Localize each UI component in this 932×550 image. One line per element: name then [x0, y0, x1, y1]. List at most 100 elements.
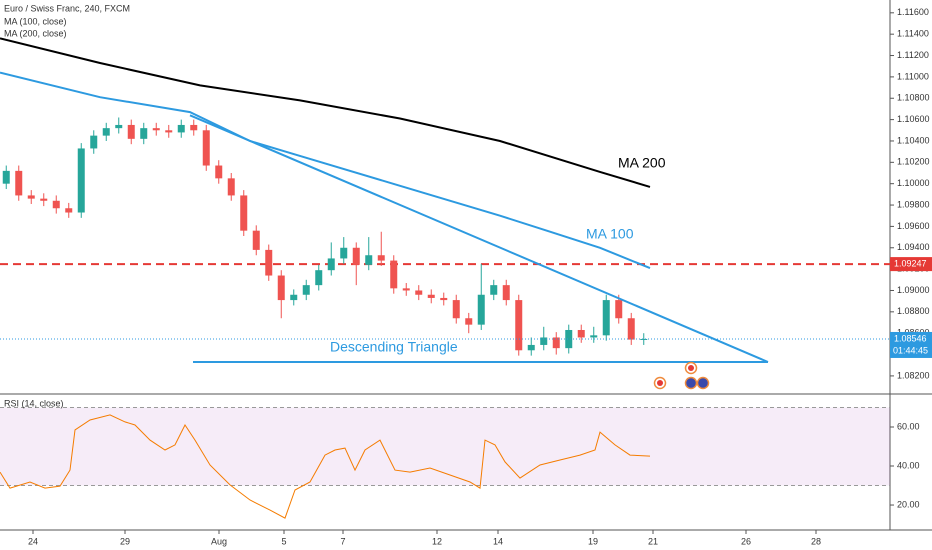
- candle-body: [377, 255, 385, 261]
- candle-body: [527, 344, 535, 351]
- y-tick-label: 1.10400: [897, 135, 930, 145]
- candle-body: [477, 294, 485, 325]
- y-tick-label: 1.09600: [897, 221, 930, 231]
- candle-body: [140, 128, 148, 139]
- rsi-title: RSI (14, close): [4, 398, 64, 408]
- y-tick-label: 1.11400: [897, 29, 929, 39]
- event-icon: [696, 376, 710, 390]
- candle-body: [215, 165, 223, 179]
- chart-title: Euro / Swiss Franc, 240, FXCM: [4, 3, 130, 13]
- candle-body: [265, 249, 273, 276]
- annotation: MA 100: [586, 226, 634, 242]
- candle-body: [415, 290, 423, 295]
- last-price-label: 1.08546: [894, 333, 927, 343]
- last-price-box: [890, 331, 932, 358]
- candle-body: [152, 128, 160, 131]
- candle-body: [365, 255, 373, 265]
- candle-body: [402, 288, 410, 291]
- y-tick-label: 40.00: [897, 460, 920, 470]
- y-tick-label: 1.11000: [897, 71, 929, 81]
- y-tick-label: 1.11600: [897, 7, 929, 17]
- legend-entry: MA (200, close): [4, 28, 67, 38]
- candle-body: [277, 275, 285, 301]
- candle-body: [302, 285, 310, 295]
- candle-body: [340, 247, 348, 259]
- candle-body: [627, 318, 635, 340]
- moving-average: [0, 37, 651, 188]
- y-tick-label: 1.11200: [897, 50, 929, 60]
- y-tick-label: 1.10800: [897, 93, 930, 103]
- x-tick-label: 29: [120, 536, 130, 546]
- y-tick-label: 1.10000: [897, 178, 930, 188]
- candle-body: [15, 170, 23, 196]
- candle-body: [65, 208, 73, 213]
- candle-body: [190, 124, 198, 131]
- event-icon: [657, 380, 663, 386]
- candle-body: [427, 294, 435, 298]
- y-tick-label: 1.08800: [897, 306, 930, 316]
- x-tick-label: 19: [588, 536, 598, 546]
- candle-body: [52, 200, 60, 209]
- y-tick-label: 1.09400: [897, 242, 930, 252]
- candle-body: [165, 130, 173, 133]
- candle-body: [352, 247, 360, 265]
- candle-body: [27, 195, 35, 199]
- trendline: [189, 114, 769, 363]
- candle-body: [515, 300, 523, 351]
- candle-body: [127, 124, 135, 139]
- resistance-price-label: 1.09247: [894, 258, 927, 268]
- candle-body: [315, 270, 323, 286]
- candle-body: [40, 198, 48, 201]
- candle-body: [327, 258, 335, 271]
- y-tick-label: 1.09000: [897, 285, 930, 295]
- resistance-price-box: [890, 257, 932, 272]
- x-tick-label: 28: [811, 536, 821, 546]
- x-tick-label: 12: [432, 536, 442, 546]
- countdown-label: 01:44:45: [893, 345, 928, 355]
- candle-body: [390, 260, 398, 289]
- annotation: Descending Triangle: [330, 339, 458, 355]
- candle-body: [565, 329, 573, 349]
- y-tick-label: 1.10200: [897, 157, 930, 167]
- y-tick-label: 20.00: [897, 499, 920, 509]
- y-tick-label: 1.10600: [897, 114, 930, 124]
- event-icon: [688, 365, 694, 371]
- x-tick-label: 24: [28, 536, 38, 546]
- candle-body: [2, 170, 10, 184]
- candle-body: [540, 337, 548, 345]
- y-tick-label: 1.09800: [897, 199, 930, 209]
- x-tick-label: 14: [493, 536, 503, 546]
- y-tick-label: 60.00: [897, 421, 920, 431]
- x-tick-label: 7: [340, 536, 345, 546]
- rsi-band: [0, 407, 890, 486]
- event-icon: [684, 376, 698, 390]
- candle-body: [252, 230, 260, 250]
- candle-body: [490, 285, 498, 295]
- candle-body: [102, 128, 110, 136]
- candle-body: [77, 148, 85, 213]
- candle-body: [452, 300, 460, 319]
- candle-body: [290, 294, 298, 301]
- event-icons: [653, 361, 710, 390]
- x-tick-label: 21: [648, 536, 658, 546]
- rsi-line: [0, 414, 651, 519]
- candle-body: [552, 337, 560, 349]
- x-tick-label: 26: [741, 536, 751, 546]
- candle-body: [590, 335, 598, 338]
- candle-body: [602, 300, 610, 336]
- candle-body: [240, 195, 248, 231]
- candle-body: [615, 300, 623, 319]
- candle-body: [177, 124, 185, 133]
- candle-body: [440, 297, 448, 301]
- layer: 1.11600 1.11400 1.11200 1.11000 1.10800 1.106…: [0, 7, 932, 546]
- candle-body: [465, 318, 473, 325]
- x-tick-label: 5: [281, 536, 286, 546]
- candle-body: [90, 135, 98, 149]
- candle-body: [640, 338, 648, 340]
- candle-body: [577, 329, 585, 338]
- y-tick-label: 1.08200: [897, 370, 930, 380]
- candle-body: [202, 130, 210, 166]
